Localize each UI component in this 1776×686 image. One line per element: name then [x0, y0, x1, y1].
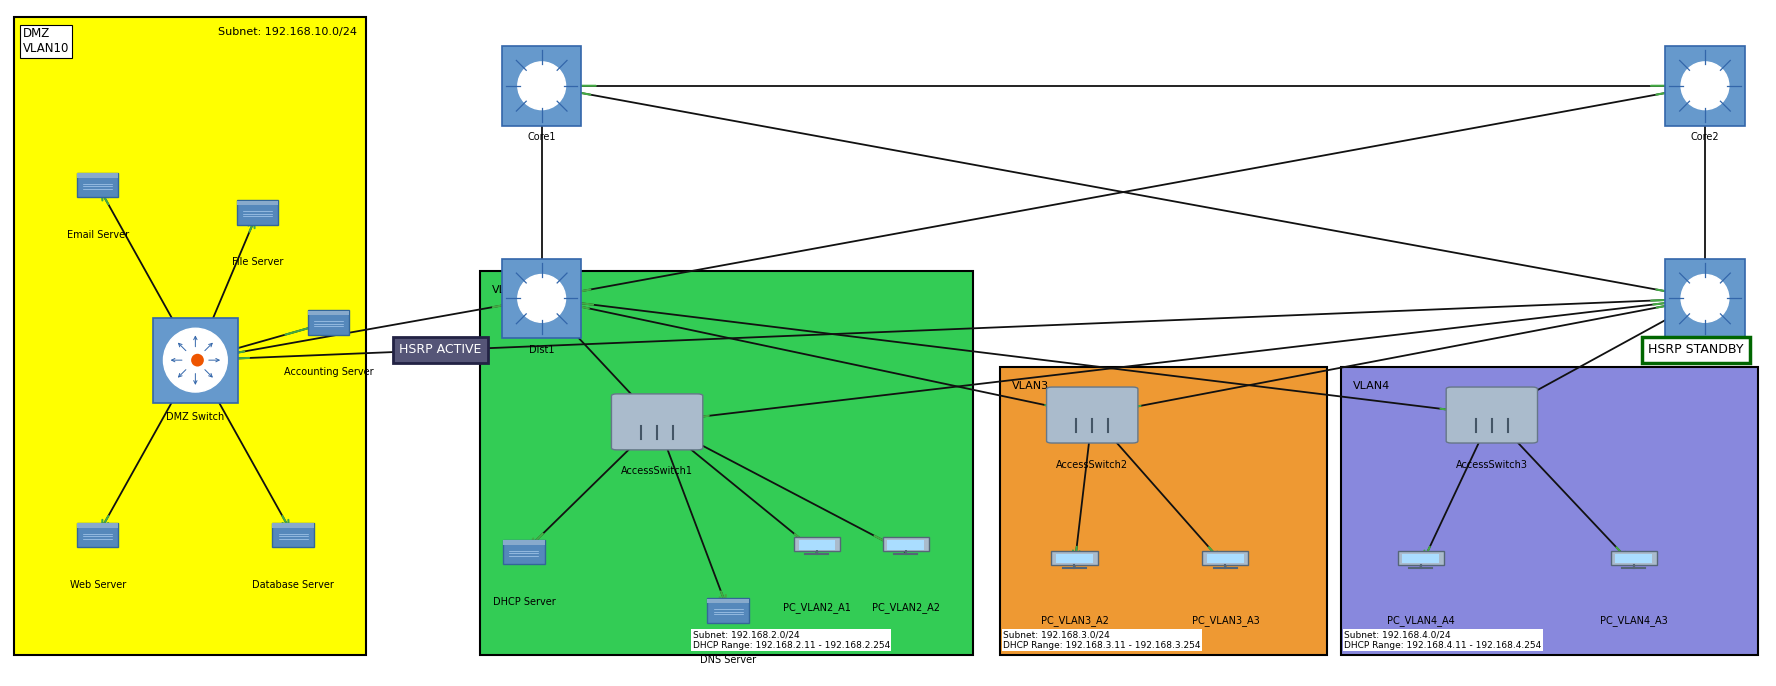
Bar	[307, 311, 350, 315]
Bar	[76, 173, 119, 198]
Bar	[503, 540, 545, 565]
Bar	[307, 310, 350, 335]
FancyBboxPatch shape	[1446, 387, 1538, 443]
Ellipse shape	[519, 274, 565, 322]
Text: Subnet: 192.168.4.0/24
DHCP Range: 192.168.4.11 - 192.168.4.254: Subnet: 192.168.4.0/24 DHCP Range: 192.1…	[1344, 630, 1542, 650]
Ellipse shape	[1682, 274, 1728, 322]
Text: Subnet: 192.168.2.0/24
DHCP Range: 192.168.2.11 - 192.168.2.254: Subnet: 192.168.2.0/24 DHCP Range: 192.1…	[693, 630, 890, 650]
Text: Core2: Core2	[1691, 132, 1719, 143]
Text: DNS Server: DNS Server	[700, 655, 757, 665]
Bar	[1057, 554, 1092, 563]
Text: PC_VLAN4_A3: PC_VLAN4_A3	[1600, 615, 1668, 626]
Text: VLAN4: VLAN4	[1353, 381, 1391, 391]
Bar	[1208, 554, 1243, 563]
Text: AccessSwitch3: AccessSwitch3	[1456, 460, 1527, 470]
Text: Database Server: Database Server	[252, 580, 334, 590]
Bar	[1341, 367, 1758, 655]
Bar	[1202, 551, 1249, 565]
Text: Core1: Core1	[527, 132, 556, 143]
Bar	[1666, 46, 1744, 126]
Ellipse shape	[1682, 62, 1728, 110]
Text: DMZ Switch: DMZ Switch	[167, 412, 224, 422]
Text: VLAN2: VLAN2	[492, 285, 529, 295]
Text: Email Server: Email Server	[67, 230, 128, 240]
Bar	[883, 537, 929, 552]
Bar	[76, 523, 119, 528]
Text: PC_VLAN3_A2: PC_VLAN3_A2	[1041, 615, 1108, 626]
Bar	[707, 599, 749, 603]
Text: DHCP Server: DHCP Server	[492, 597, 556, 607]
Text: AccessSwitch1: AccessSwitch1	[622, 466, 693, 477]
Bar	[480, 271, 973, 655]
Bar	[76, 174, 119, 178]
Text: PC_VLAN2_A2: PC_VLAN2_A2	[872, 602, 940, 613]
Text: Dist1: Dist1	[529, 345, 554, 355]
Bar	[14, 17, 366, 655]
Text: HSRP ACTIVE: HSRP ACTIVE	[400, 344, 481, 356]
Text: Subnet: 192.168.3.0/24
DHCP Range: 192.168.3.11 - 192.168.3.254: Subnet: 192.168.3.0/24 DHCP Range: 192.1…	[1003, 630, 1201, 650]
Bar	[503, 541, 545, 545]
Text: AccessSwitch2: AccessSwitch2	[1057, 460, 1128, 470]
Bar	[888, 540, 924, 549]
Bar	[1051, 551, 1098, 565]
FancyBboxPatch shape	[1046, 387, 1138, 443]
Ellipse shape	[163, 328, 227, 392]
Bar	[794, 537, 840, 552]
Text: PC_VLAN2_A1: PC_VLAN2_A1	[783, 602, 851, 613]
Bar	[1666, 259, 1744, 338]
Text: Subnet: 192.168.10.0/24: Subnet: 192.168.10.0/24	[218, 27, 357, 38]
Text: PC_VLAN4_A4: PC_VLAN4_A4	[1387, 615, 1455, 626]
Text: VLAN3: VLAN3	[1012, 381, 1050, 391]
Ellipse shape	[519, 62, 565, 110]
Bar	[799, 540, 835, 549]
Bar	[272, 523, 314, 547]
Bar	[1616, 554, 1652, 563]
Text: Web Server: Web Server	[69, 580, 126, 590]
Bar	[236, 200, 279, 225]
FancyBboxPatch shape	[611, 394, 703, 450]
Text: HSRP STANDBY: HSRP STANDBY	[1648, 344, 1744, 356]
Bar	[1000, 367, 1327, 655]
Bar	[76, 523, 119, 547]
Text: Dist2: Dist2	[1693, 345, 1717, 355]
Bar	[707, 598, 749, 623]
Bar	[236, 201, 279, 205]
Bar	[1398, 551, 1444, 565]
Bar	[1403, 554, 1439, 563]
Bar	[272, 523, 314, 528]
Text: File Server: File Server	[233, 257, 282, 268]
Bar	[503, 46, 581, 126]
Bar	[1611, 551, 1657, 565]
Bar	[153, 318, 238, 403]
Ellipse shape	[192, 354, 204, 366]
Text: Accounting Server: Accounting Server	[284, 367, 373, 377]
Text: PC_VLAN3_A3: PC_VLAN3_A3	[1192, 615, 1259, 626]
Text: DMZ
VLAN10: DMZ VLAN10	[23, 27, 69, 56]
Bar	[503, 259, 581, 338]
